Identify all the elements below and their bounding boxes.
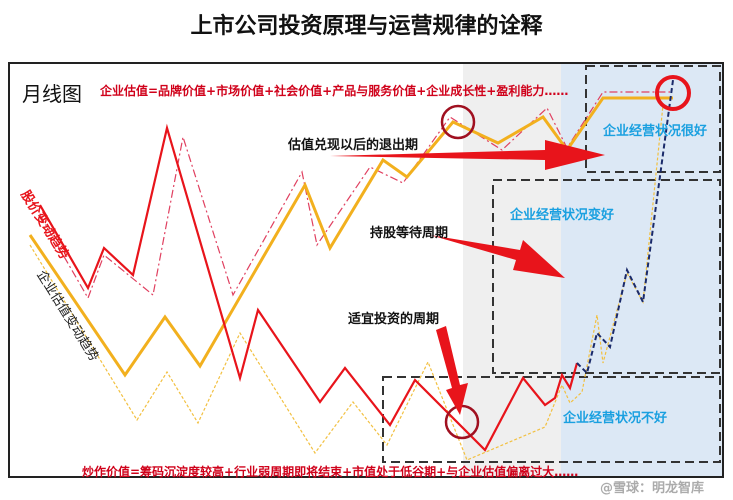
price-projection-line — [576, 79, 674, 375]
speculation-formula: 炒作价值=筹码沉淀度较高+行业弱周期即将结束+市值处于低谷期+与企业估值偏离过大… — [82, 465, 579, 479]
box-improving — [492, 179, 721, 374]
valuation-formula: 企业估值=品牌价值+市场价值+社会价值+产品与服务价值+企业成长性+盈利能力…… — [100, 84, 569, 98]
box-very-good — [585, 65, 721, 173]
exit-arrow — [330, 140, 605, 170]
price-dashdot-line — [39, 91, 670, 300]
box-bad — [382, 376, 721, 463]
price-trend-line — [39, 123, 579, 452]
top-circle — [655, 75, 691, 111]
peak-circle — [440, 104, 476, 140]
watermark: @雪球：明龙智库 — [600, 481, 705, 496]
phase-hold-label: 持股等待周期 — [370, 226, 449, 241]
blue-region — [561, 64, 722, 476]
chart-label: 月线图 — [22, 82, 82, 106]
valuation-dotted-line — [29, 104, 664, 461]
state-very-good-label: 企业经营状况很好 — [603, 124, 708, 139]
phase-exit-label: 估值兑现以后的退出期 — [288, 138, 419, 153]
state-improving-label: 企业经营状况变好 — [510, 208, 615, 223]
page-title: 上市公司投资原理与运营规律的诠释 — [190, 14, 543, 39]
phase-invest-label: 适宜投资的周期 — [348, 312, 440, 327]
diagram-frame — [8, 62, 724, 478]
hold-arrow — [430, 235, 565, 278]
state-bad-label: 企业经营状况不好 — [563, 411, 668, 426]
invest-arrow — [436, 326, 468, 415]
